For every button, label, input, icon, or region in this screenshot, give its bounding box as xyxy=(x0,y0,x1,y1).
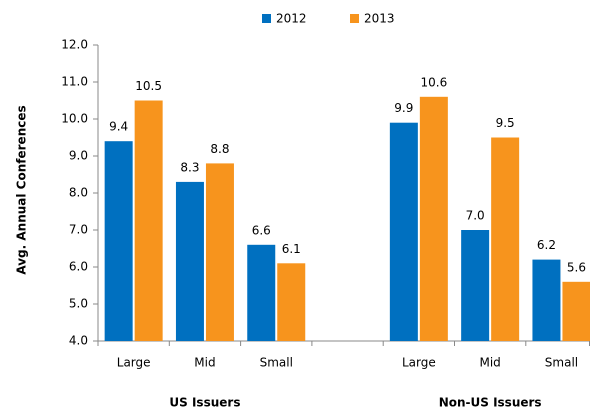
y-tick-label: 8.0 xyxy=(69,186,88,200)
bar xyxy=(532,259,561,341)
bar xyxy=(491,137,520,341)
value-label: 7.0 xyxy=(466,209,485,223)
y-tick-label: 10.0 xyxy=(61,112,88,126)
value-label: 10.6 xyxy=(420,75,447,89)
y-tick-label: 7.0 xyxy=(69,223,88,237)
x-tick-label: Small xyxy=(260,356,293,370)
value-label: 9.5 xyxy=(496,116,515,130)
y-tick-label: 12.0 xyxy=(61,38,88,52)
value-label: 9.9 xyxy=(394,101,413,115)
y-tick-label: 5.0 xyxy=(69,297,88,311)
value-label: 6.2 xyxy=(537,238,556,252)
value-label: 5.6 xyxy=(567,260,586,274)
y-tick-label: 9.0 xyxy=(69,149,88,163)
bar xyxy=(205,163,234,341)
bar xyxy=(389,122,418,341)
bar xyxy=(461,230,490,341)
y-tick-label: 11.0 xyxy=(61,75,88,89)
bar xyxy=(277,263,306,341)
y-tick-label: 6.0 xyxy=(69,260,88,274)
x-tick-label: Mid xyxy=(194,356,215,370)
y-axis-label: Avg. Annual Conferences xyxy=(15,105,29,274)
value-label: 8.8 xyxy=(210,142,229,156)
bar xyxy=(419,96,448,341)
value-label: 9.4 xyxy=(109,120,128,134)
legend-swatch xyxy=(350,14,359,23)
bar xyxy=(134,100,163,341)
y-tick-label: 4.0 xyxy=(69,334,88,348)
x-tick-label: Large xyxy=(117,356,151,370)
x-tick-label: Mid xyxy=(479,356,500,370)
x-tick-label: Large xyxy=(402,356,436,370)
value-label: 8.3 xyxy=(180,160,199,174)
legend-label: 2013 xyxy=(364,12,395,26)
bar xyxy=(175,181,204,341)
bar xyxy=(104,141,133,341)
x-tick-label: Small xyxy=(545,356,578,370)
legend-label: 2012 xyxy=(276,12,307,26)
group-label: Non-US Issuers xyxy=(439,396,542,410)
bar xyxy=(562,281,590,341)
group-label: US Issuers xyxy=(169,396,240,410)
value-label: 6.1 xyxy=(282,242,301,256)
value-label: 6.6 xyxy=(252,223,271,237)
legend-swatch xyxy=(262,14,271,23)
value-label: 10.5 xyxy=(135,79,162,93)
bar xyxy=(247,244,276,341)
